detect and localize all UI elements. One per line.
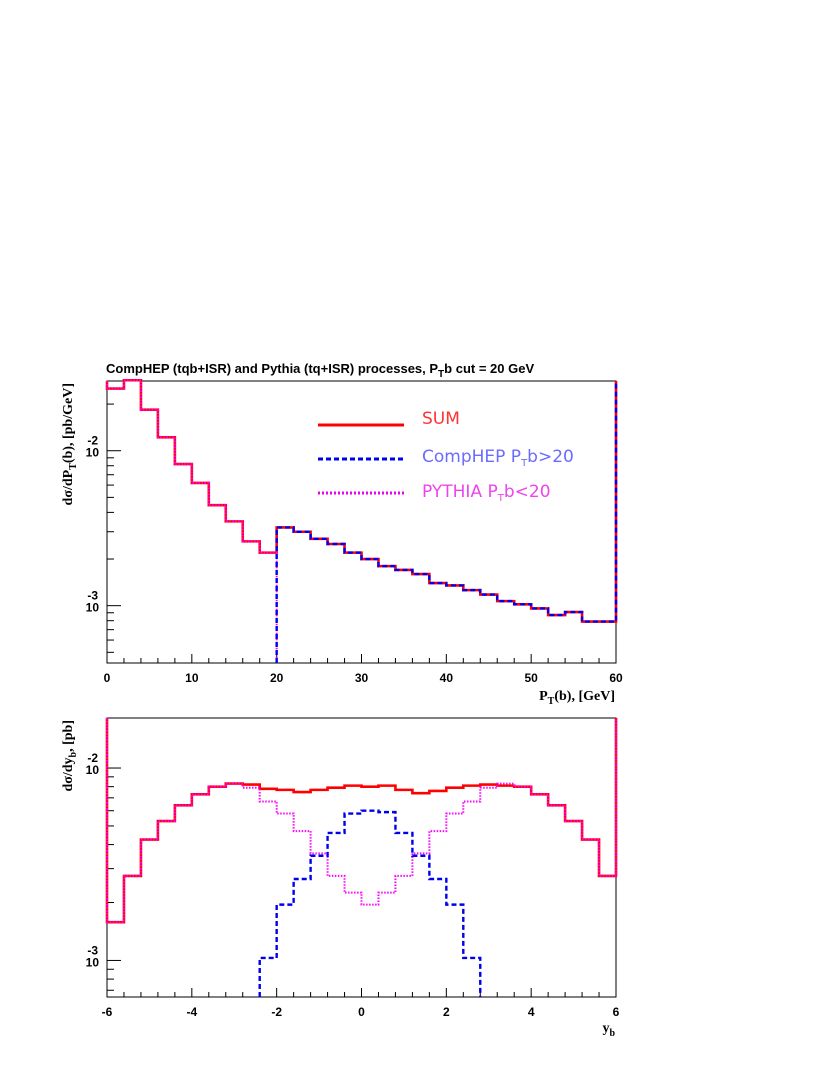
top-axis-ticks bbox=[106, 403, 617, 663]
bottom-panel: -6 -4 -2 0 2 4 610-310-2 yb dσ/dyb, [pb] bbox=[61, 717, 620, 1039]
chart-title-main: CompHEP (tqb+ISR) and Pythia (tq+ISR) pr… bbox=[106, 361, 438, 376]
top-x-tick-label: 50 bbox=[524, 671, 538, 685]
top-y-tick-label-exp: -2 bbox=[87, 434, 98, 448]
bottom-x-axis-label-main: y bbox=[602, 1021, 609, 1036]
bottom-tick-labels: -6 -4 -2 0 2 4 610-310-2 bbox=[86, 751, 620, 1019]
legend-label-comphep-main: CompHEP P bbox=[422, 447, 521, 467]
bottom-x-axis-label: yb bbox=[602, 1021, 615, 1039]
bottom-x-tick-label: -2 bbox=[271, 1005, 282, 1019]
bottom-x-tick-label: 2 bbox=[443, 1005, 450, 1019]
bottom-series-group bbox=[105, 718, 618, 997]
legend-label-comphep-sub: T bbox=[520, 458, 528, 469]
bottom-y-axis-label: dσ/dyb, [pb] bbox=[61, 720, 79, 792]
bottom-x-tick-label: -6 bbox=[102, 1005, 113, 1019]
bottom-y-axis-label-rest: , [pb] bbox=[61, 720, 76, 752]
top-y-tick-label-base: 10 bbox=[86, 601, 100, 615]
legend-label-sum: SUM bbox=[422, 409, 460, 429]
top-y-axis-label: dσ/dPT(b), [pb/GeV] bbox=[61, 383, 79, 505]
top-y-tick-label-exp: -3 bbox=[87, 589, 98, 603]
top-x-tick-label: 20 bbox=[270, 671, 284, 685]
top-x-tick-label: 30 bbox=[355, 671, 369, 685]
bottom-x-tick-label: 4 bbox=[528, 1005, 535, 1019]
top-x-axis-label-sub: T bbox=[548, 696, 555, 707]
bottom-y-tick-label-base: 10 bbox=[86, 763, 100, 777]
top-y-tick-label-base: 10 bbox=[86, 446, 100, 460]
bottom-y-tick-label-exp: -2 bbox=[87, 751, 98, 765]
chart-title-rest: b cut = 20 GeV bbox=[444, 361, 534, 376]
top-series-pythia bbox=[106, 379, 278, 663]
chart-title: CompHEP (tqb+ISR) and Pythia (tq+ISR) pr… bbox=[106, 361, 534, 380]
legend-label-comphep: CompHEP PTb>20 bbox=[422, 447, 574, 469]
top-x-tick-label: 0 bbox=[104, 671, 111, 685]
bottom-x-tick-label: -4 bbox=[186, 1005, 197, 1019]
top-plot-frame bbox=[106, 380, 617, 664]
bottom-x-axis-label-sub: b bbox=[609, 1028, 615, 1039]
top-y-axis-label-sub: T bbox=[68, 463, 79, 470]
legend-label-comphep-rest: b>20 bbox=[527, 447, 574, 467]
top-x-axis-label-main: P bbox=[539, 689, 548, 704]
legend-label-pythia-rest: b<20 bbox=[504, 482, 551, 502]
top-x-axis-label-rest: (b), [GeV] bbox=[554, 689, 615, 704]
top-x-tick-label: 60 bbox=[609, 671, 623, 685]
bottom-y-tick-label-exp: -3 bbox=[87, 943, 98, 957]
top-y-axis-label-main: dσ/dP bbox=[61, 469, 76, 505]
bottom-y-axis-label-main: dσ/dy bbox=[61, 757, 76, 791]
legend-label-pythia: PYTHIA PTb<20 bbox=[422, 482, 551, 504]
bottom-series-sum bbox=[105, 718, 618, 924]
bottom-y-tick-label-base: 10 bbox=[86, 955, 100, 969]
top-series-group bbox=[105, 378, 618, 663]
bottom-x-tick-label: 0 bbox=[358, 1005, 365, 1019]
chart-title-sub: T bbox=[438, 369, 444, 380]
legend-label-pythia-main: PYTHIA P bbox=[422, 482, 498, 502]
bottom-series-comphep bbox=[258, 809, 482, 997]
bottom-y-axis-label-sub: b bbox=[68, 751, 79, 757]
top-x-axis-label: PT(b), [GeV] bbox=[539, 689, 615, 707]
top-x-tick-label: 40 bbox=[440, 671, 454, 685]
top-x-tick-label: 10 bbox=[185, 671, 199, 685]
top-y-axis-label-rest: (b), [pb/GeV] bbox=[61, 383, 76, 463]
legend-label-pythia-sub: T bbox=[497, 493, 505, 504]
bottom-series-pythia bbox=[106, 718, 617, 924]
bottom-plot-frame bbox=[106, 717, 617, 998]
bottom-axis-ticks bbox=[106, 767, 617, 997]
top-series-comphep bbox=[275, 381, 618, 663]
bottom-x-tick-label: 6 bbox=[613, 1005, 620, 1019]
legend: SUM CompHEP PTb>20 PYTHIA PTb<20 bbox=[318, 409, 574, 504]
